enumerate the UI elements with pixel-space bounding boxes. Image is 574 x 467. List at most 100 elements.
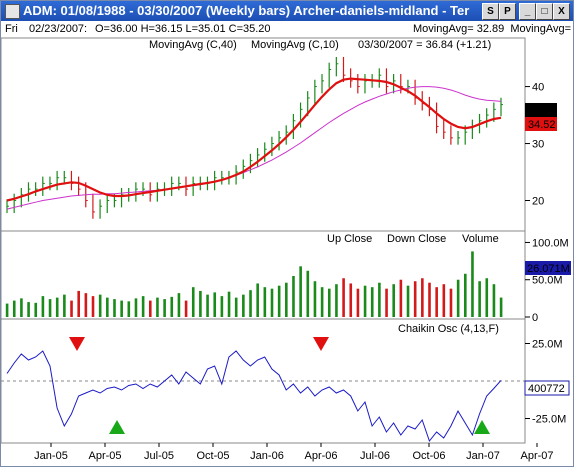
volume-bar xyxy=(34,302,38,317)
x-tick-label: Jan-05 xyxy=(34,450,68,462)
x-tick-label: Jan-06 xyxy=(250,450,284,462)
volume-bar xyxy=(263,287,267,317)
chart-area[interactable]: 20 30 40 100.0M 50.0M 0 25.0M -25.0M Jan-05 Apr-0… xyxy=(1,37,573,465)
volume-bar xyxy=(313,281,317,317)
volume-bar xyxy=(492,284,496,317)
volume-bar xyxy=(478,281,481,317)
x-tick-label: Apr-05 xyxy=(88,450,121,462)
s-button[interactable]: S xyxy=(482,3,499,20)
volume-bar xyxy=(292,276,295,317)
x-tick-label: Oct-05 xyxy=(196,450,229,462)
volume-bar xyxy=(227,291,231,317)
maximize-button[interactable]: □ xyxy=(536,3,553,20)
volume-bar xyxy=(299,266,302,317)
volume-tick-label: 50.0M xyxy=(532,275,563,287)
volume-bar xyxy=(141,296,145,317)
volume-bar xyxy=(306,270,310,317)
close-button[interactable]: X xyxy=(553,3,570,20)
price-panel xyxy=(1,37,526,232)
ma40-line xyxy=(6,86,502,210)
minimize-button[interactable]: _ xyxy=(519,3,536,20)
volume-bar xyxy=(270,288,274,317)
volume-bar xyxy=(399,279,403,317)
volume-bar xyxy=(184,300,188,317)
app-icon xyxy=(5,4,20,19)
p-button[interactable]: P xyxy=(499,3,516,20)
volume-bar xyxy=(170,296,174,317)
osc-last-box xyxy=(524,380,570,396)
buy-signal-arrow xyxy=(109,420,125,434)
x-tick-label: Oct-06 xyxy=(412,450,445,462)
ma-price-label: 34.52 xyxy=(528,119,556,131)
chaikin-line xyxy=(6,350,502,443)
volume-tick-label: 0 xyxy=(532,312,538,324)
day-label: Fri xyxy=(5,23,18,35)
volume-bar xyxy=(363,285,367,317)
volume-bar xyxy=(356,288,360,317)
volume-bar xyxy=(70,300,73,317)
price-tick-label: 30 xyxy=(532,139,544,151)
volume-last-label: 26.071M xyxy=(527,263,570,275)
volume-bar xyxy=(385,288,388,317)
volume-bar xyxy=(435,287,438,317)
ma10-line xyxy=(6,77,502,202)
volume-bar xyxy=(449,288,453,317)
volume-bar xyxy=(27,302,30,317)
volume-bar xyxy=(327,288,331,317)
x-tick-label: Jul-06 xyxy=(360,450,390,462)
volume-bar xyxy=(127,301,131,317)
volume-bar xyxy=(213,292,217,317)
volume-bar xyxy=(464,273,467,317)
volume-bar xyxy=(48,299,52,317)
window-title: ADM: 01/08/1988 - 03/30/2007 (Weekly bar… xyxy=(23,3,470,18)
volume-bar xyxy=(98,294,102,317)
volume-bar xyxy=(234,297,238,317)
legend-down-close: Down Close xyxy=(387,233,446,245)
volume-bar xyxy=(499,297,503,317)
volume-bar xyxy=(20,298,23,317)
volume-tick-label: 100.0M xyxy=(532,237,569,249)
x-tick-label: Jan-07 xyxy=(466,450,500,462)
price-tick-label: 20 xyxy=(532,196,544,208)
volume-bar xyxy=(120,300,123,317)
volume-bar xyxy=(55,297,59,317)
volume-bar xyxy=(242,294,245,317)
volume-bar xyxy=(206,294,209,317)
volume-bar xyxy=(406,285,410,317)
legend-ma10: MovingAvg (C,10) xyxy=(251,39,339,51)
volume-bar xyxy=(177,293,181,317)
volume-bar xyxy=(378,282,381,317)
price-tick-label: 40 xyxy=(532,82,544,94)
x-tick-label: Apr-07 xyxy=(520,450,553,462)
volume-bar xyxy=(41,296,45,317)
volume-bar xyxy=(485,278,489,317)
volume-bar xyxy=(256,283,259,317)
x-tick-label: Jul-05 xyxy=(144,450,174,462)
last-price-label: 36.84 xyxy=(528,105,556,117)
osc-last-label: 400772 xyxy=(528,383,565,395)
volume-bar xyxy=(471,251,474,317)
volume-bar xyxy=(413,281,417,317)
osc-tick-label: 25.0M xyxy=(532,339,563,351)
volume-bar xyxy=(134,298,138,317)
volume-bar xyxy=(277,285,281,317)
volume-bar xyxy=(442,284,446,317)
legend-value: 03/30/2007 = 36.84 (+1.21) xyxy=(358,39,491,51)
volume-bar xyxy=(91,296,95,317)
volume-bar xyxy=(12,300,16,317)
volume-bar xyxy=(320,287,324,317)
volume-last-box xyxy=(525,261,571,275)
volume-bar xyxy=(148,300,152,317)
volume-bar xyxy=(5,303,9,317)
ma-price-box xyxy=(525,117,557,131)
date-label: 02/23/2007: xyxy=(29,23,88,35)
x-tick-label: Apr-06 xyxy=(304,450,337,462)
volume-bar xyxy=(285,282,288,317)
title-bar[interactable]: ADM: 01/08/1988 - 03/30/2007 (Weekly bar… xyxy=(1,1,573,21)
moving-avg-values: MovingAvg= 32.89 MovingAvg= 37.33 xyxy=(413,23,574,35)
volume-bar xyxy=(456,279,460,317)
sell-signal-arrow xyxy=(313,337,329,351)
legend-volume: Volume xyxy=(462,233,499,245)
oscillator-panel xyxy=(1,318,526,444)
